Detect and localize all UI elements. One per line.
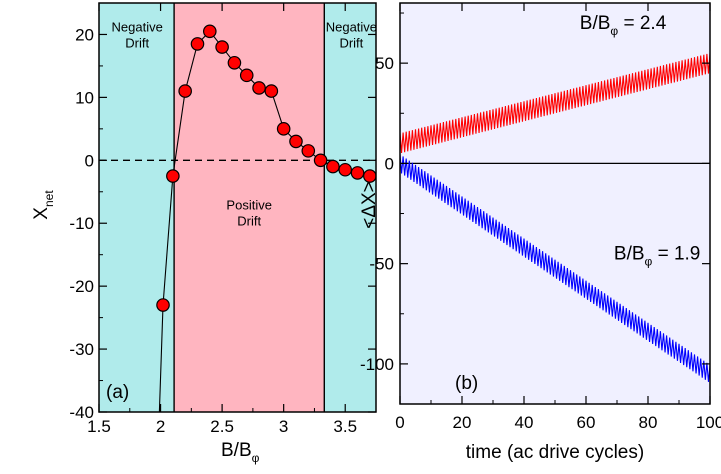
x-axis-label-a: B/Bφ — [221, 440, 260, 465]
data-point — [363, 169, 376, 183]
y-axis-label-a: Xnet — [31, 190, 56, 220]
panel-label-b: (b) — [455, 373, 478, 394]
series-points — [156, 24, 376, 412]
y-tick-label: -50 — [369, 255, 394, 274]
oscillating-series — [400, 154, 710, 382]
series-label: B/Bφ = 1.9 — [614, 244, 700, 269]
series-label-value: = 2.4 — [618, 13, 666, 34]
y-tick-label: -10 — [69, 214, 94, 233]
region-label-line: Drift — [237, 213, 261, 228]
region-label-line: Drift — [339, 35, 363, 50]
y-tick-label: -40 — [69, 403, 94, 422]
data-point — [203, 24, 217, 39]
x-tick-label: 2.5 — [210, 417, 234, 436]
region-label-line: Drift — [125, 35, 149, 50]
data-point — [239, 68, 254, 83]
data-point — [215, 40, 229, 54]
data-point — [350, 166, 365, 180]
data-point — [156, 298, 170, 312]
y-tick-label: -30 — [69, 340, 94, 359]
y-tick-label: 0 — [85, 151, 94, 170]
region-label: Negative Drift — [112, 19, 163, 50]
series-label-sub: φ — [645, 255, 653, 269]
x-tick-label: 80 — [639, 413, 658, 432]
region-label: Positive Drift — [226, 197, 272, 228]
data-point — [326, 159, 340, 174]
series-label-main: B/B — [580, 13, 611, 34]
region-label-line: Negative — [326, 19, 377, 34]
x-tick-label: 40 — [515, 413, 534, 432]
panel-label-a: (a) — [106, 382, 129, 403]
region-label-line: Positive — [226, 197, 272, 212]
region-label-line: Negative — [112, 19, 163, 34]
data-point — [289, 134, 303, 149]
plot-background-b — [400, 3, 710, 404]
data-point — [276, 122, 291, 136]
x-axis-label-main: B/B — [221, 440, 252, 461]
y-axis-label-b: <ΔX> — [359, 181, 380, 229]
x-tick-label: 100 — [696, 413, 721, 432]
x-tick-label: 60 — [577, 413, 596, 432]
data-point — [264, 84, 279, 98]
region-label: Negative Drift — [326, 19, 377, 50]
y-tick-label: -100 — [360, 355, 394, 374]
oscillating-series — [400, 53, 710, 154]
series-label-main: B/B — [614, 244, 645, 265]
data-point — [166, 169, 180, 183]
x-axis-label-b: time (ac drive cycles) — [466, 442, 644, 463]
y-tick-label: 10 — [75, 88, 94, 107]
region-band — [324, 3, 376, 412]
x-tick-label: 3 — [279, 417, 288, 436]
plot-frame-a — [98, 2, 377, 413]
data-point — [338, 162, 353, 177]
series-lines — [400, 53, 710, 382]
x-axis-label-sub: φ — [252, 451, 260, 465]
series-label-sub: φ — [610, 24, 618, 38]
axis-ticks-a: 1.5 2 2.5 3 3.5 -40 -30 -20 -10 0 10 20 — [69, 3, 376, 436]
data-point — [190, 37, 205, 51]
data-point — [313, 153, 328, 168]
region-band — [99, 3, 175, 412]
data-point — [178, 84, 192, 98]
x-tick-label: 2 — [156, 417, 165, 436]
y-tick-label: 50 — [375, 54, 394, 73]
series-label-value: = 1.9 — [652, 244, 700, 265]
x-tick-label: 1.5 — [87, 417, 111, 436]
x-tick-label: 0 — [395, 413, 404, 432]
series-labels: B/Bφ = 2.4B/Bφ = 1.9 — [580, 13, 701, 269]
y-axis-label-sub: net — [42, 190, 56, 207]
y-tick-label: 0 — [385, 154, 394, 173]
x-tick-label: 20 — [453, 413, 472, 432]
series-label: B/Bφ = 2.4 — [580, 13, 667, 38]
y-axis-label-main: X — [31, 207, 52, 220]
y-tick-label: 20 — [75, 25, 94, 44]
data-point — [227, 55, 242, 70]
x-tick-label: 3.5 — [333, 417, 357, 436]
data-point — [252, 81, 266, 95]
y-tick-label: -20 — [69, 277, 94, 296]
axis-ticks-b: 0 20 40 60 80 100 -100 -50 0 50 — [360, 3, 721, 432]
data-point — [301, 144, 316, 158]
